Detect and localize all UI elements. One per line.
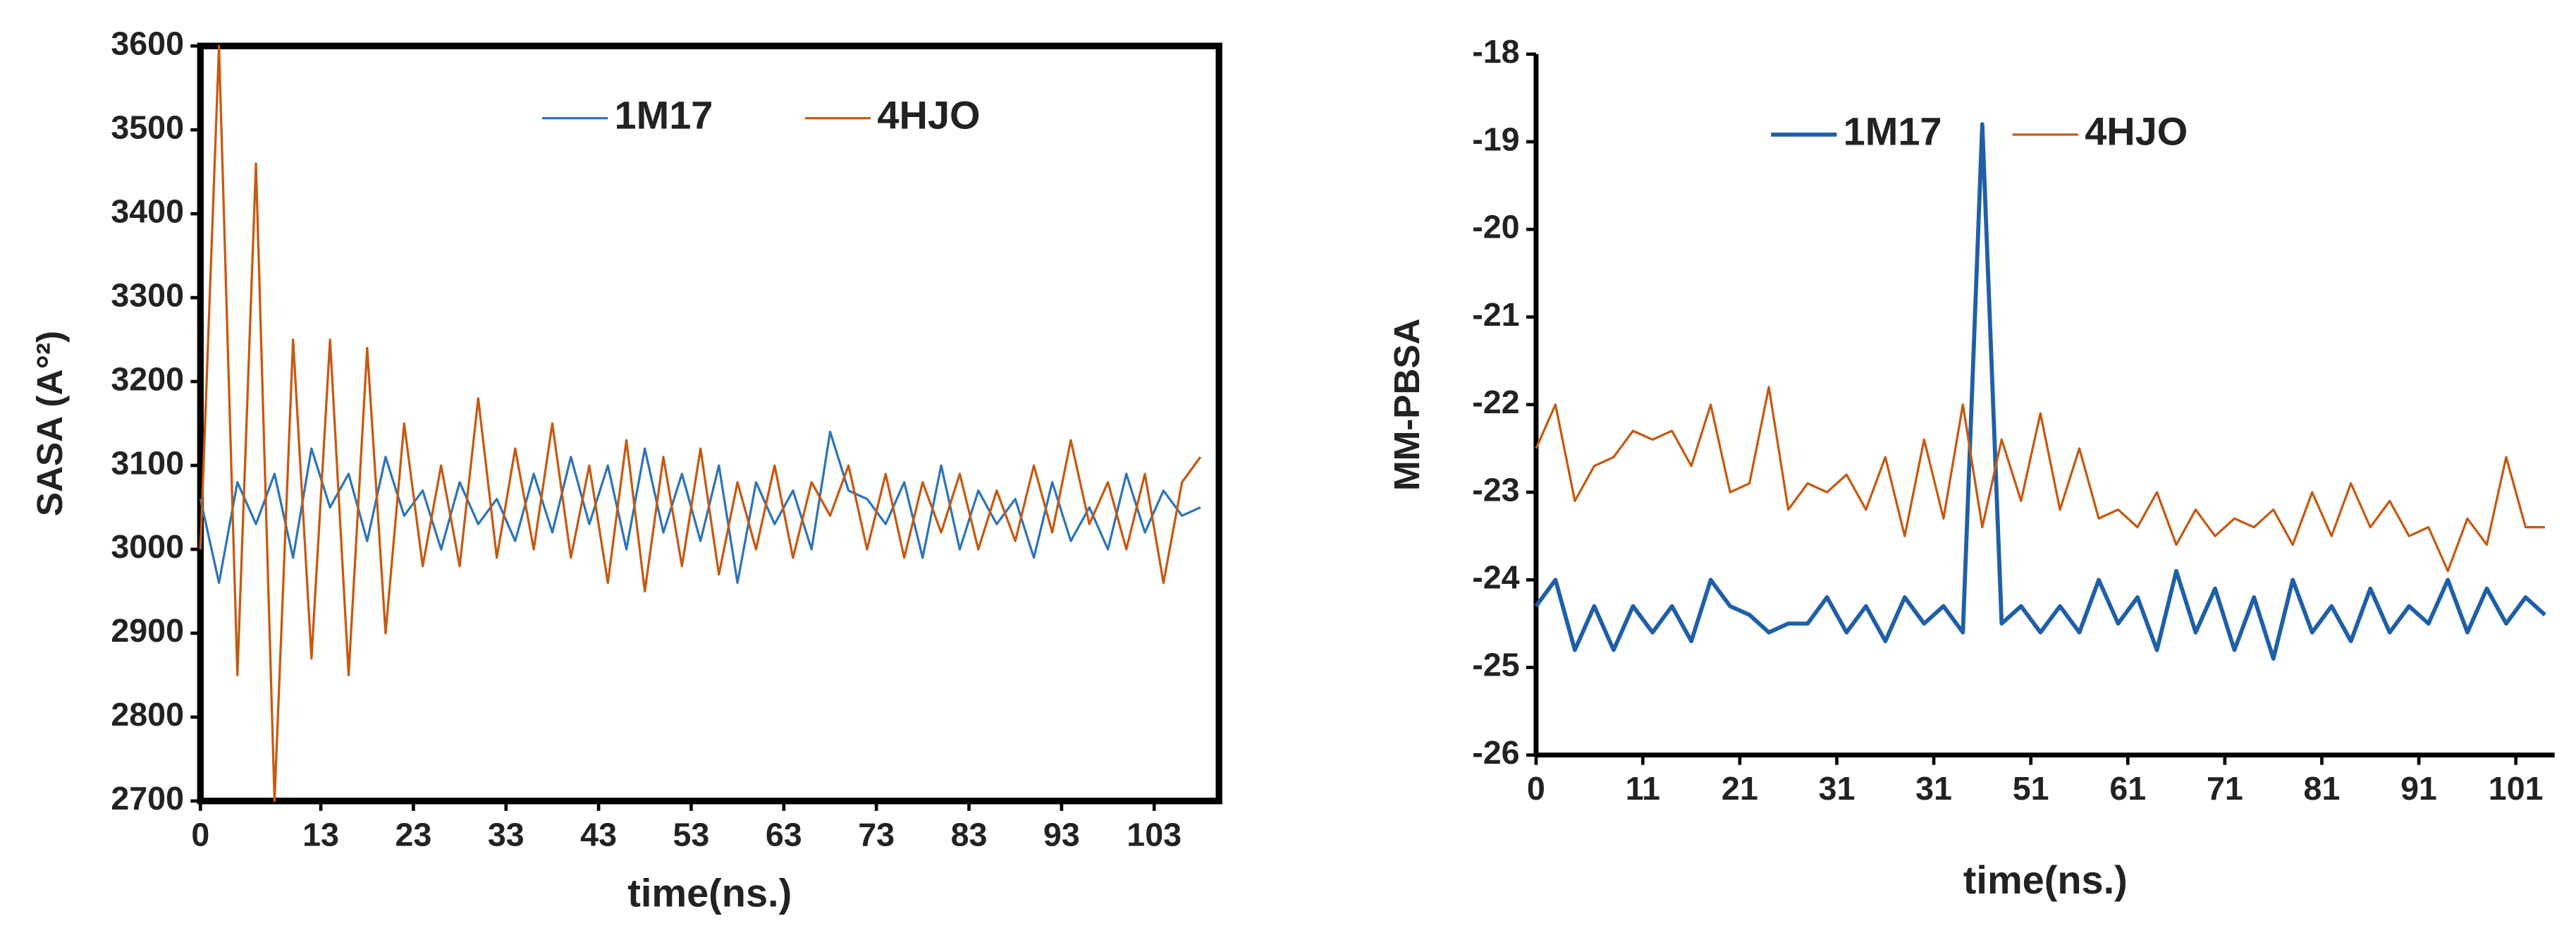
x-tick-label: 31	[1915, 770, 1952, 807]
x-tick-label: 33	[488, 816, 525, 853]
series-line	[199, 430, 1201, 585]
y-tick-label: -22	[1472, 384, 1519, 420]
legend-label: 1M17	[1844, 109, 1942, 154]
x-tick-label: 13	[302, 816, 339, 853]
y-tick-label: -25	[1472, 647, 1519, 683]
y-tick-label: -21	[1472, 296, 1519, 333]
y-tick-label: -18	[1472, 33, 1519, 70]
y-axis-label: MM-PBSA	[1387, 318, 1427, 491]
y-tick-label: 3200	[111, 360, 184, 397]
x-tick-label: 51	[2013, 770, 2049, 807]
y-tick-label: 2700	[111, 780, 184, 817]
x-tick-label: 11	[1626, 770, 1660, 807]
x-tick-label: 83	[951, 816, 988, 853]
x-tick-label: 101	[2489, 770, 2544, 807]
y-tick-label: 3000	[111, 528, 184, 565]
series-line	[1535, 386, 2545, 573]
x-tick-label: 53	[673, 816, 710, 853]
y-tick-label: 3300	[111, 276, 184, 313]
legend-label: 4HJO	[2085, 109, 2188, 154]
y-tick-label: -26	[1472, 734, 1519, 771]
x-tick-label: 91	[2400, 770, 2437, 807]
x-axis-label: time(ns.)	[627, 871, 792, 915]
y-tick-label: 3500	[111, 109, 184, 145]
series-line	[1534, 122, 2546, 661]
x-tick-label: 63	[766, 816, 802, 853]
x-tick-label: 43	[580, 816, 617, 853]
y-axis-label: SASA (A°²)	[30, 331, 70, 516]
x-tick-label: 81	[2304, 770, 2341, 807]
y-tick-label: -23	[1472, 471, 1519, 508]
x-tick-label: 71	[2207, 770, 2243, 807]
x-tick-label: 93	[1043, 816, 1080, 853]
y-tick-label: 2900	[111, 612, 184, 649]
x-tick-label: 0	[1527, 770, 1545, 807]
x-axis-label: time(ns.)	[1963, 858, 2128, 902]
y-tick-label: 3600	[111, 25, 184, 61]
x-tick-label: 61	[2109, 770, 2146, 807]
x-tick-label: 103	[1127, 816, 1182, 853]
y-tick-label: 3400	[111, 193, 184, 229]
y-tick-label: 3100	[111, 444, 184, 481]
series-line	[199, 44, 1202, 803]
x-tick-label: 0	[191, 816, 209, 853]
x-tick-label: 73	[858, 816, 895, 853]
y-tick-label: -24	[1472, 559, 1519, 596]
x-tick-label: 21	[1722, 770, 1758, 807]
plot-frame	[197, 42, 1222, 805]
legend-label: 1M17	[615, 92, 713, 137]
y-tick-label: 2800	[111, 696, 184, 733]
x-tick-label: 23	[395, 816, 431, 853]
y-tick-label: -19	[1472, 121, 1519, 157]
legend-label: 4HJO	[877, 92, 980, 137]
y-tick-label: -20	[1472, 209, 1519, 245]
x-tick-label: 31	[1819, 770, 1856, 807]
